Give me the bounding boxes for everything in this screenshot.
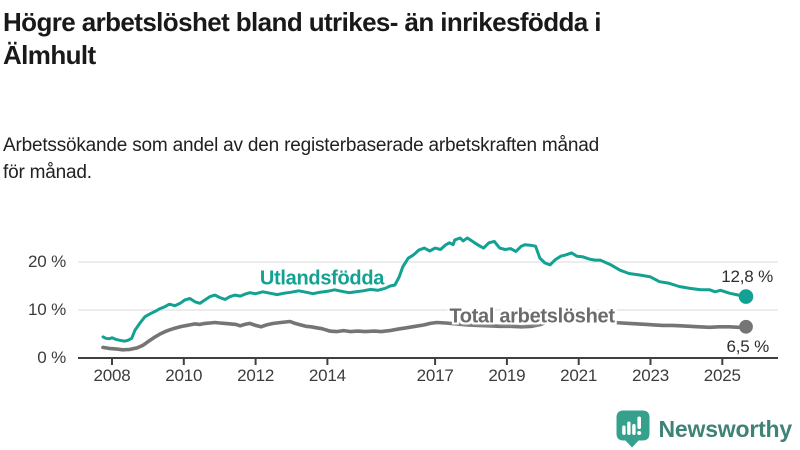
- x-tick-label: 2019: [488, 366, 526, 385]
- x-tick-label: 2017: [416, 366, 454, 385]
- series-end-dot-total: [739, 319, 753, 334]
- newsworthy-pin-barchart-icon: [616, 410, 650, 448]
- y-tick-label: 0 %: [37, 348, 66, 367]
- series-label-utlandsfodda: Utlandsfödda: [259, 267, 385, 290]
- page-subtitle: Arbetssökande som andel av den registerb…: [3, 135, 600, 183]
- series-line-total: [101, 313, 748, 352]
- series-label-total: Total arbetslöshet: [449, 305, 615, 328]
- y-tick-label: 10 %: [28, 300, 66, 319]
- page-title: Högre arbetslöshet bland utrikes- än inr…: [3, 7, 601, 71]
- y-tick-label: 20 %: [28, 252, 66, 271]
- newsworthy-wordmark: Newsworthy: [658, 415, 793, 442]
- x-tick-label: 2010: [165, 366, 203, 385]
- end-value-label-utlandsfodda: 12,8 %: [721, 267, 773, 286]
- x-tick-label: 2008: [93, 366, 131, 385]
- x-tick-label: 2025: [703, 366, 741, 385]
- x-tick-label: 2021: [560, 366, 598, 385]
- x-tick-label: 2014: [308, 366, 346, 385]
- x-tick-label: 2023: [631, 366, 670, 385]
- series-end-dot-utlandsfodda: [738, 289, 754, 304]
- end-value-label-total: 6,5 %: [726, 337, 770, 356]
- series-line-utlandsfodda: [101, 236, 748, 343]
- newsworthy-logo[interactable]: Newsworthy: [616, 409, 792, 449]
- x-tick-label: 2012: [237, 366, 275, 385]
